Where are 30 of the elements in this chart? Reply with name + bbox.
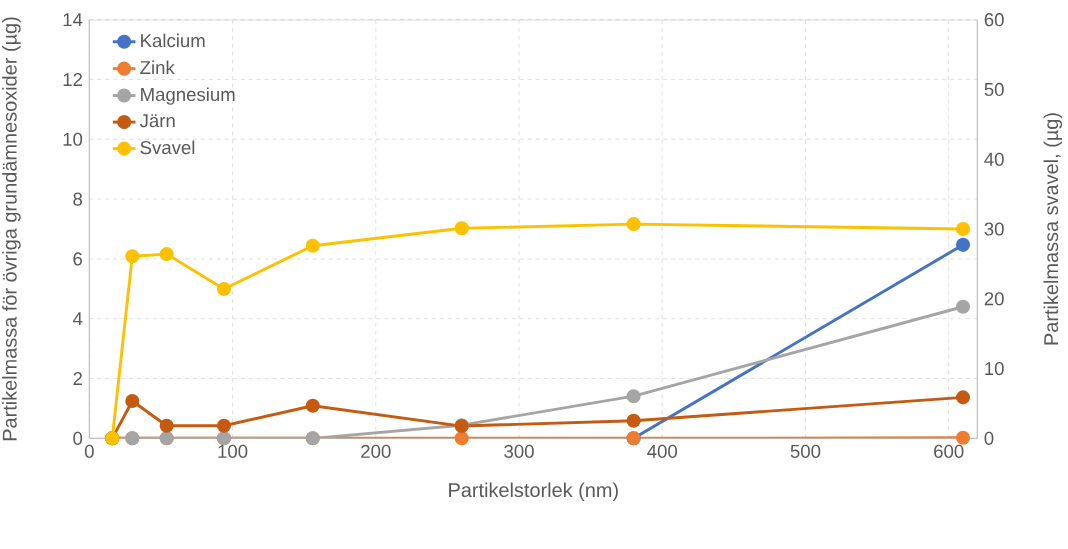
y2-tick-label: 50 bbox=[984, 82, 1004, 97]
x-tick-label: 500 bbox=[790, 444, 821, 458]
legend-label: Magnesium bbox=[141, 87, 235, 105]
y-tick-label: 2 bbox=[73, 372, 82, 386]
x-tick-label: 600 bbox=[934, 444, 964, 458]
y-tick-label: 10 bbox=[63, 132, 83, 146]
x-tick-label: 200 bbox=[361, 444, 391, 458]
y2-tick-label: 0 bbox=[984, 431, 994, 445]
y2-tick-label: 10 bbox=[985, 361, 1004, 376]
y2-tick-label: 40 bbox=[984, 152, 1004, 166]
y2-tick-label: 30 bbox=[984, 222, 1004, 236]
x-tick-label: 400 bbox=[647, 444, 678, 458]
y-tick-label: 14 bbox=[63, 13, 83, 27]
legend-label: Zink bbox=[140, 60, 175, 74]
y-tick-label: 6 bbox=[73, 252, 83, 266]
y-tick-label: 12 bbox=[63, 72, 82, 86]
y-tick-label: 8 bbox=[73, 192, 83, 206]
y-axis-title: Partikelmassa för övriga grundämnesoxider (µg) bbox=[2, 17, 21, 441]
y2-axis-title: Partikelmassa svavel, (µg) bbox=[1043, 113, 1063, 345]
legend-label: Kalcium bbox=[141, 33, 205, 48]
y2-tick-label: 60 bbox=[984, 13, 1004, 27]
y-tick-label: 0 bbox=[73, 431, 83, 445]
x-tick-label: 300 bbox=[504, 444, 534, 458]
y2-tick-label: 20 bbox=[984, 292, 1004, 306]
legend-label: Järn bbox=[139, 114, 175, 128]
x-tick-label: 100 bbox=[218, 444, 248, 458]
x-tick-label: 0 bbox=[84, 444, 94, 458]
legend-label: Svavel bbox=[140, 140, 195, 155]
y-tick-label: 4 bbox=[72, 312, 83, 326]
x-axis-title: Partikelstorlek (nm) bbox=[449, 482, 618, 502]
